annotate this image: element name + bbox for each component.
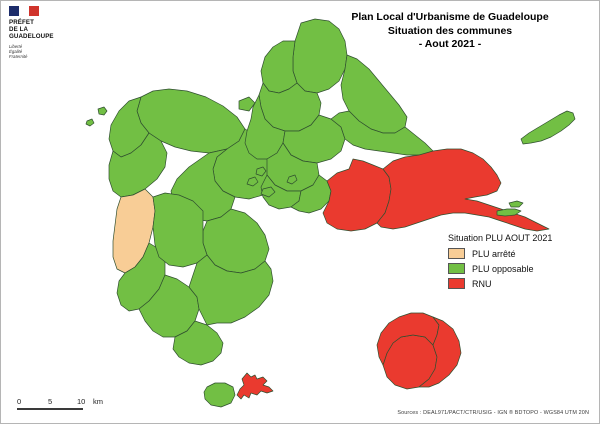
scale-tick-10: 10	[77, 397, 86, 406]
legend-title: Situation PLU AOUT 2021	[448, 233, 553, 243]
legend-swatch-plu-opposable	[448, 263, 465, 274]
islet-bay-2	[246, 176, 259, 187]
legend-label-rnu: RNU	[472, 278, 492, 289]
island-petite-terre	[496, 200, 524, 217]
island-les-saintes	[203, 372, 274, 408]
legend-item-rnu[interactable]: RNU	[448, 278, 594, 289]
islet-bay-3	[260, 186, 276, 198]
legend-item-plu-opposable[interactable]: PLU opposable	[448, 263, 594, 274]
commune-la-desirade[interactable]	[520, 110, 576, 145]
islet-west-basse-terre	[97, 106, 108, 116]
commune-basse-terre-9[interactable]	[152, 192, 208, 268]
commune-grande-terre-10[interactable]	[330, 110, 434, 156]
scale-tick-5: 5	[48, 397, 53, 406]
scale-tick-0: 0	[17, 397, 22, 406]
scale-bar-ticks: 0 5 10 km	[17, 397, 103, 407]
commune-rnu-capesterre-mg[interactable]	[418, 316, 462, 388]
islet-bay-5	[286, 174, 298, 185]
commune-grande-terre-8[interactable]	[290, 174, 332, 214]
map-title-line-2: Situation des communes	[387, 24, 513, 37]
islet-petite-terre-1[interactable]	[496, 208, 522, 217]
map-title: Plan Local d'Urbanisme de Guadeloupe Sit…	[315, 11, 585, 52]
legend-swatch-plu-arrete	[448, 248, 465, 259]
logo-motto-line-1: Liberté	[9, 43, 23, 49]
logo-republic-line-1: PRÉFET	[9, 19, 35, 26]
island-grande-terre	[238, 18, 550, 232]
map-title-line-1: Plan Local d'Urbanisme de Guadeloupe	[351, 11, 549, 23]
commune-rnu-terre-de-haut[interactable]	[236, 372, 274, 400]
scale-unit-label: km	[93, 397, 103, 406]
logo-motto: Liberté Égalité Fraternité	[9, 44, 73, 60]
scale-bar-line	[17, 408, 83, 410]
logo-motto-line-2: Égalité	[9, 48, 23, 54]
commune-rnu-saint-louis[interactable]	[376, 312, 440, 366]
french-flag-icon	[9, 6, 39, 16]
islet-west-basse-terre-2	[85, 118, 95, 127]
scale-bar: 0 5 10 km	[17, 397, 103, 410]
island-la-desirade	[520, 110, 576, 145]
prefecture-logo: PRÉFET DE LA GUADELOUPE Liberté Égalité …	[9, 6, 73, 60]
legend-item-plu-arrete[interactable]: PLU arrêté	[448, 248, 594, 259]
islet-bay-4	[238, 96, 256, 112]
map-title-line-3: - Aout 2021 -	[418, 38, 482, 50]
commune-basse-terre-3[interactable]	[108, 132, 168, 198]
legend-label-plu-opposable: PLU opposable	[472, 263, 534, 274]
logo-republic-line-2: DE LA	[9, 26, 29, 34]
commune-grande-terre-2[interactable]	[260, 40, 298, 94]
logo-republic-line-3: GUADELOUPE	[9, 33, 54, 41]
logo-motto-line-3: Fraternité	[9, 54, 28, 60]
islet-petite-terre-2[interactable]	[508, 200, 524, 208]
islet-bay-1	[255, 166, 267, 177]
commune-basse-terre-11[interactable]	[172, 320, 224, 366]
map-legend: Situation PLU AOUT 2021 PLU arrêté PLU o…	[448, 233, 594, 293]
commune-terre-de-bas[interactable]	[203, 382, 236, 408]
sources-credit: Sources : DEAL971/PACT/CTR/USIG - IGN ® …	[397, 410, 589, 416]
commune-rnu-saint-francois[interactable]	[376, 148, 550, 232]
island-marie-galante	[376, 312, 462, 390]
legend-swatch-rnu	[448, 278, 465, 289]
island-basse-terre	[85, 88, 278, 366]
legend-label-plu-arrete: PLU arrêté	[472, 248, 516, 259]
commune-basse-terre-12[interactable]	[188, 254, 274, 326]
